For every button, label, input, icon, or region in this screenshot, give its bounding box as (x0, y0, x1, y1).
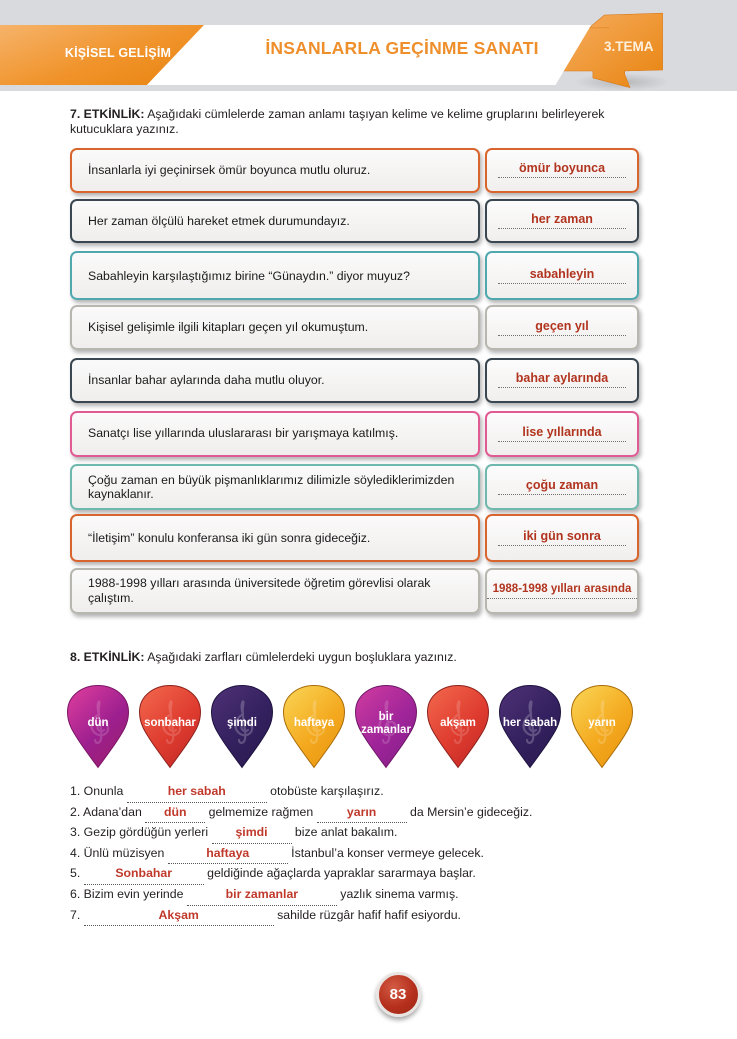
svg-text:şimdi: şimdi (227, 717, 257, 729)
svg-text:bir: bir (379, 711, 394, 723)
svg-text:3.TEMA: 3.TEMA (604, 39, 654, 54)
svg-text:her sabah: her sabah (503, 717, 557, 729)
svg-text:akşam: akşam (440, 717, 476, 729)
svg-text:dün: dün (87, 717, 108, 729)
svg-text:yarın: yarın (588, 717, 616, 729)
svg-text:zamanlar: zamanlar (361, 724, 411, 736)
svg-text:sonbahar: sonbahar (144, 717, 196, 729)
svg-text:haftaya: haftaya (294, 717, 335, 729)
